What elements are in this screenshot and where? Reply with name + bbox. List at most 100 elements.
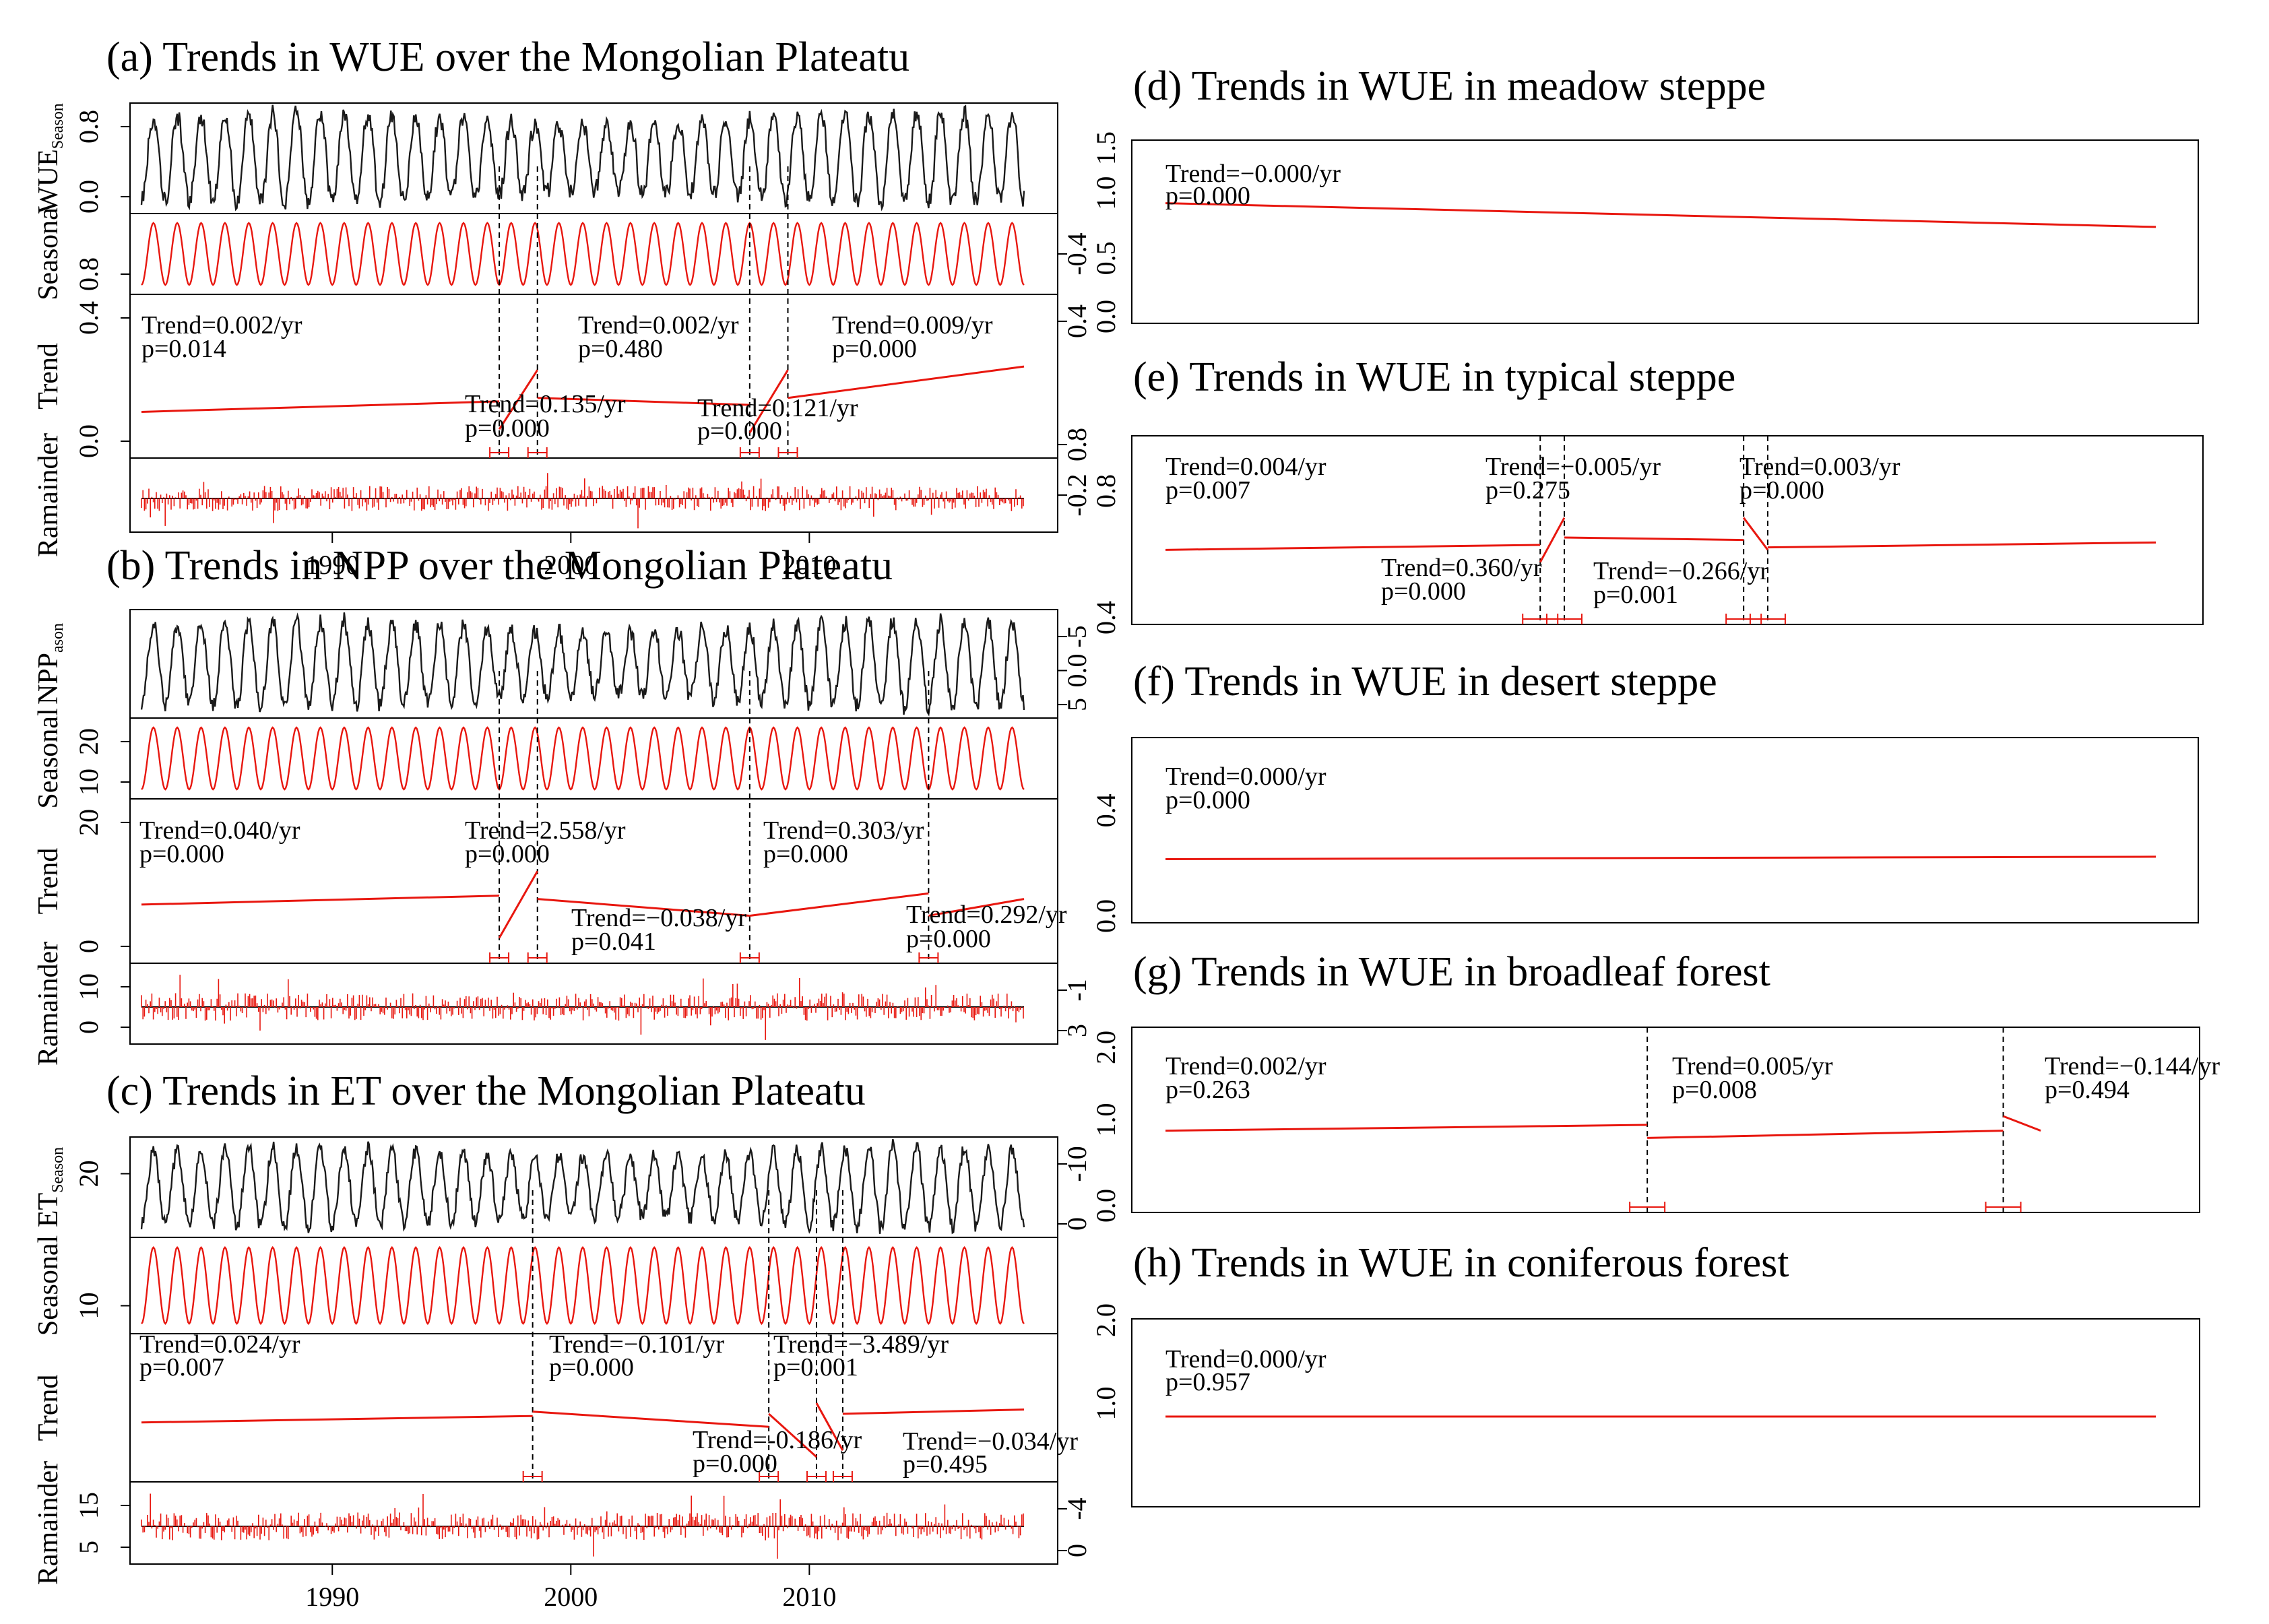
panel-ylabel-trend: Trend — [33, 1375, 64, 1441]
y-tick-label-right: 5 — [1062, 698, 1092, 711]
p-value-annotation: p=0.000 — [139, 840, 224, 868]
y-tick-label: 5 — [73, 1540, 104, 1554]
y-tick-label: 0 — [73, 940, 104, 953]
x-tick-label: 2000 — [544, 1582, 598, 1612]
y-tick-label: 1.0 — [1091, 1387, 1121, 1421]
y-tick-label: 0.0 — [1091, 899, 1121, 933]
y-tick-label: 0.8 — [1091, 474, 1121, 508]
trend-segment — [141, 895, 500, 906]
y-tick-label: 10 — [73, 769, 104, 795]
trend-annotation: Trend=0.004/yr — [1165, 453, 1327, 481]
plot-frame — [1131, 737, 2199, 923]
p-value-annotation: p=0.007 — [1165, 476, 1250, 505]
y-tick-label: 2.0 — [1091, 1303, 1121, 1337]
plot-frame — [1131, 1318, 2200, 1507]
observed-series-line — [140, 1139, 1025, 1235]
panel-ylabel-subscript: ason — [49, 623, 67, 653]
x-tick-label: 2010 — [782, 1582, 836, 1612]
trend-annotation: Trend=0.360/yr — [1381, 554, 1542, 582]
trend-annotation: Trend=0.005/yr — [1672, 1052, 1833, 1080]
trend-annotation: Trend=−0.000/yr — [1165, 160, 1341, 188]
x-tick-label: 2000 — [544, 550, 598, 580]
chart-title: (a) Trends in WUE over the Mongolian Pla… — [106, 34, 909, 80]
trend-annotation: Trend=0.002/yr — [578, 311, 739, 339]
observed-series-line — [140, 612, 1025, 717]
y-tick-label-right: 0 — [1062, 1217, 1092, 1231]
panel-ylabel-remainder: Ramainder — [33, 1461, 64, 1585]
y-tick-label: 1.5 — [1091, 131, 1121, 165]
trend-segment — [537, 898, 750, 917]
figure-content: (a) Trends in WUE over the Mongolian Pla… — [33, 34, 2220, 1612]
panel-ylabel-remainder: Ramainder — [33, 433, 64, 557]
p-value-annotation: p=0.000 — [697, 417, 782, 445]
remainder-spikes — [141, 975, 1024, 1040]
y-tick-label: 0 — [73, 1020, 104, 1034]
p-value-annotation: p=0.495 — [903, 1450, 988, 1479]
y-tick-label: 10 — [73, 973, 104, 1000]
plot-frame — [1131, 435, 2204, 625]
seasonal-series-line — [141, 1245, 1025, 1326]
panel-ylabel-subscript: Season — [49, 103, 67, 149]
trend-annotation: Trend=-0.186/yr — [693, 1426, 862, 1454]
p-value-annotation: p=0.480 — [578, 335, 663, 363]
panel-ylabel-observed: WUESeason — [33, 103, 67, 214]
chart-title: (f) Trends in WUE in desert steppe — [1133, 659, 1717, 705]
panel-ylabel-seasonal: Seasona — [33, 207, 64, 300]
panel-ylabel-subscript: Season — [49, 1147, 67, 1193]
y-tick-label: 0.8 — [73, 257, 104, 291]
trend-annotation: Trend=−3.489/yr — [773, 1330, 949, 1359]
seasonal-series-line — [141, 222, 1025, 286]
y-tick-label: 15 — [73, 1492, 104, 1519]
plot-frame — [1131, 139, 2199, 324]
p-value-annotation: p=0.001 — [1593, 581, 1678, 609]
trend-annotation: Trend=0.024/yr — [139, 1330, 300, 1359]
trend-annotation: Trend=0.135/yr — [465, 390, 626, 418]
y-tick-label: 2.0 — [1091, 1031, 1121, 1064]
trend-segment — [537, 397, 750, 406]
trend-segment — [141, 400, 500, 413]
trend-annotation: Trend=0.009/yr — [832, 311, 993, 339]
p-value-annotation: p=0.000 — [549, 1353, 634, 1382]
y-tick-label: 0.5 — [1091, 241, 1121, 275]
panel-ylabel-trend: Trend — [33, 848, 64, 915]
p-value-annotation: p=0.275 — [1485, 476, 1570, 505]
p-value-annotation: p=0.000 — [1165, 786, 1250, 814]
chart-title: (c) Trends in ET over the Mongolian Plat… — [106, 1068, 866, 1114]
trend-annotation: Trend=−0.101/yr — [549, 1330, 724, 1359]
y-tick-label: 0.4 — [73, 301, 104, 335]
trend-segment — [748, 369, 789, 434]
chart-title: (d) Trends in WUE in meadow steppe — [1133, 63, 1766, 109]
trend-segment — [141, 1415, 533, 1424]
y-tick-label-right: 3 — [1062, 1024, 1092, 1037]
trend-segment — [788, 365, 1025, 399]
y-tick-label: 0.8 — [73, 110, 104, 143]
plot-frame — [129, 609, 1058, 1045]
trend-segment — [1742, 517, 1769, 551]
trend-segment — [842, 1408, 1025, 1415]
trend-segment — [498, 870, 539, 939]
trend-segment — [2002, 1115, 2041, 1132]
trend-segment — [928, 898, 1025, 917]
panel-ylabel-seasonal: Seasonal — [33, 708, 64, 808]
p-value-annotation: p=0.000 — [1739, 476, 1824, 505]
chart-title: (e) Trends in WUE in typical steppe — [1133, 354, 1735, 400]
trend-annotation: Trend=0.292/yr — [906, 901, 1067, 929]
trend-segment — [1165, 1124, 1648, 1132]
y-tick-label: 0.0 — [1091, 300, 1121, 333]
p-value-annotation: p=0.000 — [1381, 577, 1466, 606]
y-tick-label: 20 — [73, 1161, 104, 1188]
y-tick-label: 0.0 — [1091, 1189, 1121, 1223]
panel-ylabel-observed: ETSeason — [33, 1147, 67, 1227]
seasonal-series-line — [141, 726, 1025, 791]
p-value-annotation: p=0.263 — [1165, 1076, 1250, 1104]
trend-annotation: Trend=0.000/yr — [1165, 1345, 1327, 1373]
trend-segment — [1564, 536, 1744, 542]
chart-title: (g) Trends in WUE in broadleaf forest — [1133, 949, 1770, 995]
trend-annotation: Trend=0.303/yr — [763, 816, 924, 845]
trend-annotation: Trend=−0.266/yr — [1593, 557, 1768, 585]
y-tick-label: 0.4 — [1091, 793, 1121, 827]
trend-segment — [1767, 541, 2156, 549]
p-value-annotation: p=0.041 — [571, 928, 656, 956]
observed-series-line — [140, 104, 1025, 212]
